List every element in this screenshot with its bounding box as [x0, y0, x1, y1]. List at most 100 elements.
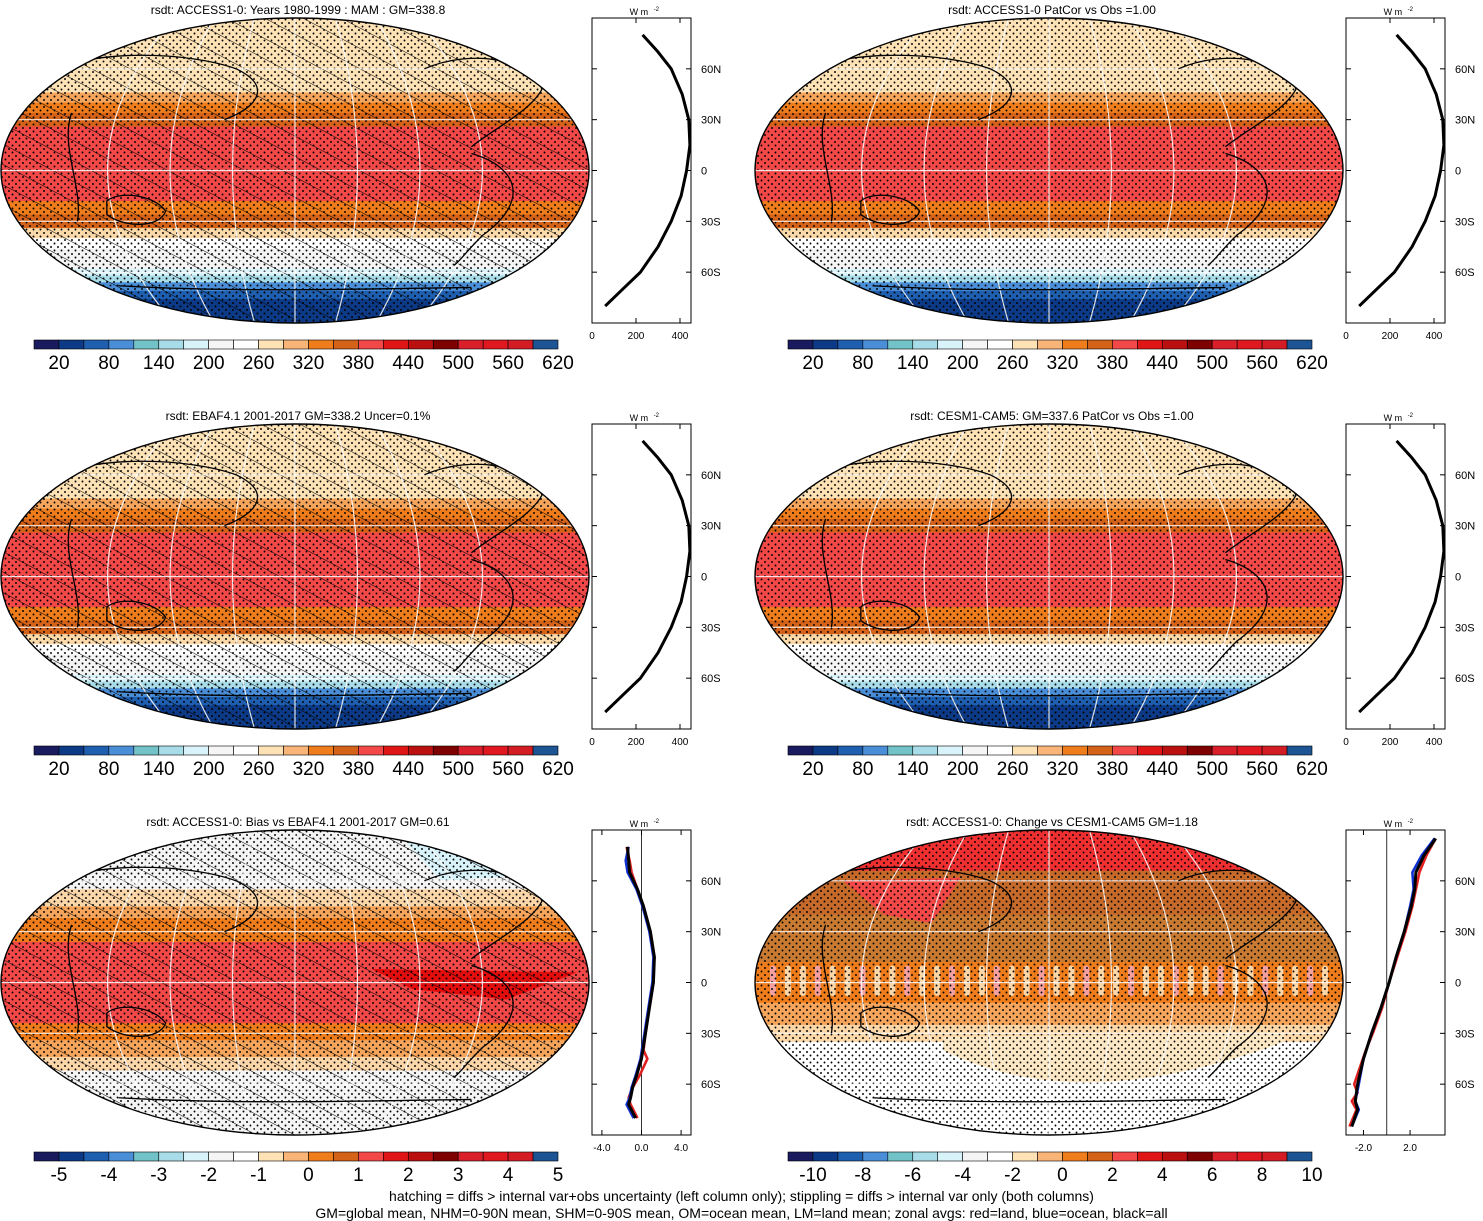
colorbar-label: 3	[453, 1165, 464, 1186]
colorbar-swatch	[1137, 1151, 1163, 1162]
colorbar-label: 260	[997, 353, 1029, 374]
colorbar-swatch	[83, 339, 110, 350]
zonal-xtick-label: -2.0	[1355, 1143, 1373, 1154]
colorbar-label: 320	[293, 353, 325, 374]
coastline-5	[872, 1097, 1226, 1103]
zonal-lat-label: 30N	[701, 927, 721, 939]
coastline-3	[424, 57, 543, 148]
colorbar-label: 4	[503, 1165, 514, 1186]
colorbar-label: 4	[1157, 1165, 1168, 1186]
colorbar-label: 320	[1047, 759, 1079, 780]
colorbar-swatch	[837, 1151, 864, 1162]
map-fill-p1	[1, 18, 589, 323]
colorbar-label: 0	[303, 1165, 314, 1186]
colorbar-swatch	[407, 1151, 434, 1162]
zonal-lat-label: 0	[1455, 166, 1461, 178]
colorbar-label: 560	[1246, 353, 1278, 374]
colorbar-swatch	[283, 1151, 309, 1162]
coastline-3	[1178, 869, 1297, 960]
colorbar-label: 320	[1047, 353, 1079, 374]
colorbar-swatch	[987, 745, 1013, 756]
colorbar-swatch	[308, 1151, 334, 1162]
zonal-axes-box	[1345, 17, 1446, 324]
colorbar-label: 440	[392, 759, 424, 780]
colorbar-label: -6	[904, 1165, 921, 1186]
map-fill-p5	[1, 830, 589, 1135]
colorbar-swatch	[1286, 1151, 1313, 1162]
colorbar-label: 140	[897, 759, 929, 780]
colorbar-swatch	[812, 745, 839, 756]
colorbar-swatch	[862, 339, 889, 350]
panel-title: rsdt: ACCESS1-0: Change vs CESM1-CAM5 GM…	[906, 815, 1198, 829]
colorbar-swatch	[912, 1151, 939, 1162]
zonal-series-all	[604, 33, 692, 308]
zonal-lat-label: 60N	[1455, 876, 1475, 888]
zonal-axes-box	[591, 423, 692, 730]
colorbar-swatch	[1062, 1151, 1088, 1162]
colorbar-label: 0	[1057, 1165, 1068, 1186]
zonal-lat-label: 60N	[1455, 64, 1475, 76]
colorbar-swatch	[258, 745, 284, 756]
colorbar-swatch	[1062, 745, 1088, 756]
colorbar-label: 620	[542, 759, 574, 780]
colorbar-swatch	[887, 1151, 914, 1162]
colorbar-swatch	[1137, 745, 1163, 756]
colorbar-swatch	[432, 339, 459, 350]
colorbar-label: -2	[1004, 1165, 1021, 1186]
zonal-lat-label: 30S	[1455, 216, 1475, 228]
zonal-lat-label: 30S	[1455, 622, 1475, 634]
map-outline-p3	[0, 423, 590, 730]
zonal-xtick-label: 200	[628, 737, 645, 748]
zonal-axes-box	[1345, 829, 1446, 1136]
colorbar-swatch	[358, 1151, 384, 1162]
colorbar-swatch	[532, 1151, 559, 1162]
colorbar-label: 80	[852, 759, 873, 780]
colorbar-swatch	[787, 339, 814, 350]
coastline-4	[453, 558, 514, 672]
coastline-1	[67, 924, 80, 1034]
colorbar-swatch	[233, 745, 259, 756]
colorbar-label: 560	[1246, 759, 1278, 780]
colorbar-swatch	[1112, 1151, 1138, 1162]
zonal-series-all	[1350, 837, 1437, 1127]
zonal-lat-label: 60S	[701, 673, 721, 685]
colorbar-swatch	[1012, 339, 1038, 350]
colorbar-swatch	[507, 1151, 534, 1162]
zonal-unit-superscript: -2	[1408, 7, 1414, 13]
colorbar-swatch	[158, 1151, 185, 1162]
colorbar-swatch	[1186, 1151, 1213, 1162]
footer-line-2: GM=global mean, NHM=0-90N mean, SHM=0-90…	[315, 1205, 1168, 1221]
colorbar-swatch	[1037, 339, 1063, 350]
coastline-1	[67, 518, 80, 628]
zonal-xtick-label: 0	[1343, 737, 1349, 748]
coastline-4	[453, 152, 514, 266]
colorbar-swatch	[108, 745, 135, 756]
colorbar-swatch	[1261, 1151, 1288, 1162]
colorbar-swatch	[987, 1151, 1013, 1162]
colorbar-swatch	[83, 745, 110, 756]
colorbar-swatch	[1012, 745, 1038, 756]
colorbar-swatch	[937, 745, 963, 756]
colorbar-label: -2	[200, 1165, 217, 1186]
colorbar-swatch	[862, 1151, 889, 1162]
coastline-2	[106, 194, 167, 225]
colorbar-label: 200	[947, 353, 979, 374]
colorbar-label: 2	[403, 1165, 414, 1186]
map-outline-p1	[0, 17, 590, 324]
panel-p1: rsdt: ACCESS1-0: Years 1980-1999 : MAM :…	[0, 3, 721, 374]
zonal-lat-label: 30S	[701, 1028, 721, 1040]
colorbar-swatch	[208, 339, 234, 350]
zonal-series-all	[604, 439, 692, 714]
colorbar-label: -8	[854, 1165, 871, 1186]
zonal-lat-label: 60S	[1455, 673, 1475, 685]
coastline-3	[1178, 463, 1297, 554]
colorbar-label: -3	[150, 1165, 167, 1186]
zonal-lat-label: 60N	[701, 470, 721, 482]
zonal-xtick-label: 4.0	[674, 1143, 688, 1154]
coastline-3	[1178, 57, 1297, 148]
zonal-unit-superscript: -2	[1408, 413, 1414, 419]
zonal-unit-label: W m	[1384, 819, 1403, 829]
colorbar-swatch	[58, 1151, 85, 1162]
colorbar-swatch	[887, 339, 914, 350]
